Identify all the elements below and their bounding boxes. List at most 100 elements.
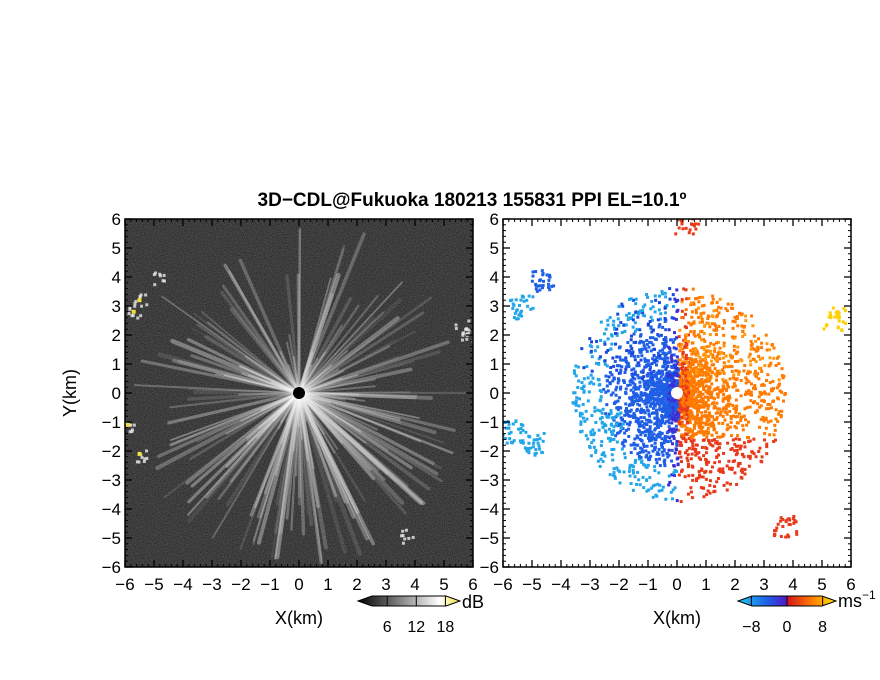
- velocity-echo-pixel: [609, 409, 613, 413]
- velocity-echo-pixel: [699, 421, 703, 425]
- velocity-echo-pixel: [688, 412, 692, 416]
- reflectivity-ray: [275, 390, 302, 506]
- velocity-echo-pixel: [653, 384, 657, 388]
- velocity-echo-pixel: [695, 296, 699, 300]
- velocity-echo-pixel: [706, 398, 710, 402]
- velocity-echo-pixel: [669, 406, 673, 410]
- velocity-echo-pixel: [508, 437, 512, 441]
- velocity-echo-pixel: [640, 459, 644, 463]
- y-tick-label: 0: [490, 384, 499, 403]
- velocity-echo-pixel: [664, 368, 668, 372]
- velocity-echo-pixel: [668, 480, 672, 484]
- y-tick-label: −1: [102, 413, 121, 432]
- velocity-echo-pixel: [594, 448, 598, 452]
- velocity-echo-pixel: [715, 369, 719, 373]
- velocity-echo-pixel: [654, 337, 658, 341]
- velocity-echo-pixel: [722, 333, 726, 337]
- velocity-echo-pixel: [684, 428, 688, 432]
- velocity-echo-pixel: [670, 360, 674, 364]
- velocity-echo-pixel: [667, 453, 671, 457]
- velocity-echo-pixel: [837, 315, 841, 319]
- reflectivity-ray: [297, 350, 441, 395]
- velocity-echo-pixel: [772, 346, 776, 350]
- velocity-echo-pixel: [649, 349, 653, 353]
- velocity-echo-pixel: [702, 454, 706, 458]
- velocity-echo-pixel: [673, 430, 677, 434]
- velocity-echo-pixel: [636, 452, 640, 456]
- velocity-echo-pixel: [732, 344, 736, 348]
- reflectivity-ray: [296, 390, 380, 472]
- velocity-echo-pixel: [752, 347, 756, 351]
- reflectivity-hotspot-pixel: [127, 312, 131, 316]
- velocity-echo-pixel: [699, 475, 703, 479]
- velocity-echo-pixel: [648, 320, 652, 324]
- velocity-echo-pixel: [679, 455, 683, 459]
- velocity-echo-pixel: [661, 325, 665, 329]
- velocity-echo-pixel: [677, 335, 681, 339]
- velocity-echo-pixel: [766, 420, 770, 424]
- velocity-echo-pixel: [774, 408, 778, 412]
- velocity-echo-pixel: [722, 361, 726, 365]
- reflectivity-ray: [270, 392, 300, 559]
- velocity-echo-pixel: [727, 385, 731, 389]
- velocity-echo-pixel: [724, 404, 728, 408]
- velocity-echo-pixel: [645, 428, 649, 432]
- velocity-echo-pixel: [534, 284, 538, 288]
- velocity-echo-pixel: [651, 396, 655, 400]
- reflectivity-hotspot-pixel: [145, 303, 149, 307]
- velocity-echo-pixel: [737, 372, 741, 376]
- reflectivity-ray: [297, 391, 309, 516]
- velocity-echo-pixel: [531, 270, 535, 274]
- velocity-echo-pixel: [622, 358, 626, 362]
- velocity-echo-pixel: [623, 413, 627, 417]
- velocity-echo-pixel: [722, 319, 726, 323]
- reflectivity-ray: [298, 392, 346, 504]
- velocity-echo-pixel: [682, 415, 686, 419]
- velocity-echo-pixel: [715, 378, 719, 382]
- velocity-echo-pixel: [721, 408, 725, 412]
- velocity-echo-pixel: [715, 315, 719, 319]
- velocity-echo-pixel: [764, 379, 768, 383]
- velocity-echo-pixel: [586, 399, 590, 403]
- velocity-echo-pixel: [676, 219, 680, 222]
- colorbar-tick-label: 12: [407, 619, 425, 636]
- velocity-echo-pixel: [693, 415, 697, 419]
- velocity-echo-pixel: [668, 428, 672, 432]
- reflectivity-hotspot-pixel: [132, 423, 136, 427]
- velocity-echo-pixel: [681, 398, 685, 402]
- reflectivity-ray: [239, 365, 300, 394]
- velocity-echo-pixel: [660, 389, 664, 393]
- velocity-echo-pixel: [521, 428, 525, 432]
- velocity-echo-pixel: [618, 470, 622, 474]
- velocity-echo-pixel: [678, 382, 682, 386]
- velocity-echo-pixel: [609, 347, 613, 351]
- velocity-echo-pixel: [698, 371, 702, 375]
- reflectivity-ray: [297, 391, 413, 470]
- velocity-echo-pixel: [685, 449, 689, 453]
- velocity-echo-pixel: [677, 473, 681, 477]
- velocity-echo-pixel: [726, 365, 730, 369]
- velocity-echo-pixel: [628, 396, 632, 400]
- reflectivity-ray: [260, 392, 300, 411]
- velocity-echo-pixel: [642, 486, 646, 490]
- velocity-echo-pixel: [660, 437, 664, 441]
- velocity-echo-pixel: [641, 311, 645, 315]
- velocity-echo-pixel: [690, 496, 694, 500]
- velocity-echo-pixel: [652, 390, 656, 394]
- velocity-echo-pixel: [642, 416, 646, 420]
- reflectivity-ray: [238, 392, 300, 396]
- velocity-echo-pixel: [604, 374, 608, 378]
- velocity-echo-pixel: [649, 398, 653, 402]
- velocity-echo-pixel: [582, 377, 586, 381]
- velocity-echo-pixel: [737, 437, 741, 441]
- reflectivity-ray: [297, 391, 323, 565]
- velocity-echo-pixel: [693, 347, 697, 351]
- reflectivity-ray: [217, 391, 301, 501]
- velocity-echo-pixel: [692, 359, 696, 363]
- velocity-echo-pixel: [694, 421, 698, 425]
- velocity-echo-pixel: [693, 450, 697, 454]
- velocity-echo-pixel: [735, 482, 739, 486]
- reflectivity-ray: [297, 228, 302, 395]
- reflectivity-hotspot-pixel: [128, 306, 132, 310]
